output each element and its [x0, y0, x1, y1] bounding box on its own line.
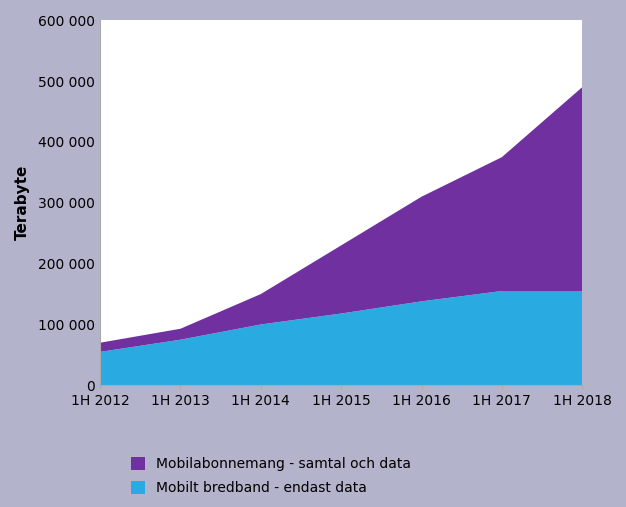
Y-axis label: Terabyte: Terabyte: [15, 165, 30, 240]
Legend: Mobilabonnemang - samtal och data, Mobilt bredband - endast data: Mobilabonnemang - samtal och data, Mobil…: [131, 457, 411, 495]
